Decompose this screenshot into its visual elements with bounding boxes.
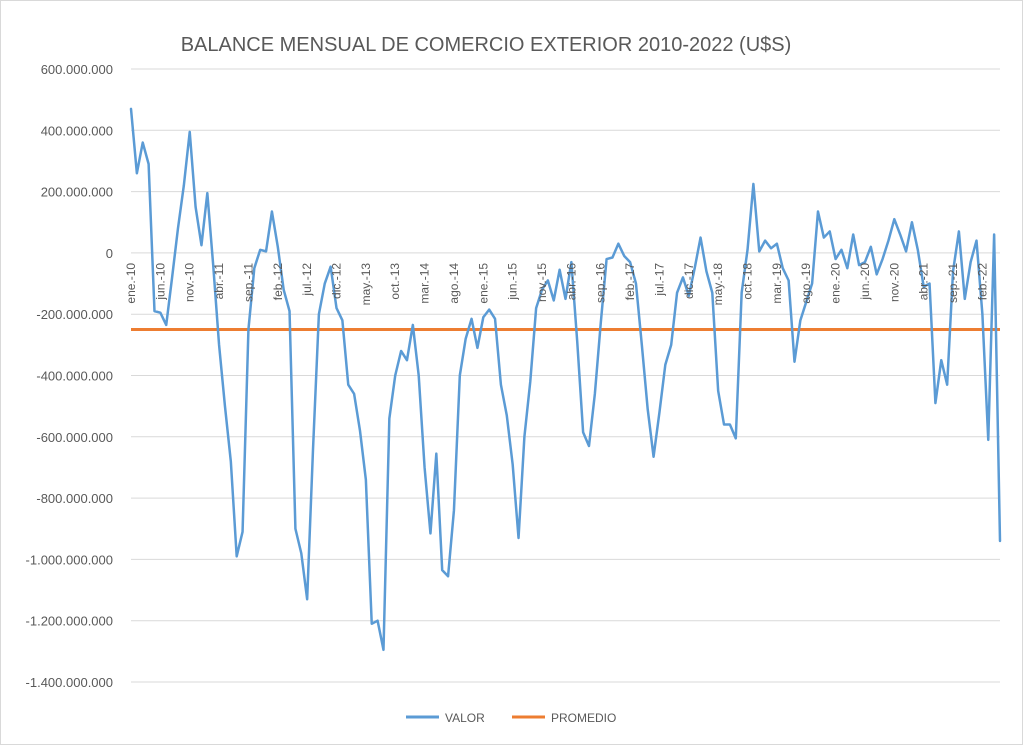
x-tick-label: sep.-16 — [594, 263, 608, 303]
x-tick-label: may.-18 — [711, 263, 725, 306]
x-tick-label: oct.-13 — [388, 263, 402, 300]
x-tick-label: ene.-15 — [476, 263, 490, 304]
x-tick-label: feb.-17 — [623, 263, 637, 301]
series-layer — [129, 107, 1002, 652]
x-axis-ticks: ene.-10 jun.-10 nov.-10 abr.-11 sep.-11 feb.-… — [124, 263, 989, 306]
x-tick-label: oct.-18 — [741, 263, 755, 300]
y-tick-label: -1.200.000.000 — [26, 614, 113, 629]
x-tick-label: sep.-11 — [241, 263, 255, 302]
x-tick-label: abr.-21 — [917, 263, 931, 301]
x-tick-label: dic.-12 — [330, 263, 344, 299]
y-axis-ticks: 600.000.000 400.000.000 200.000.000 0 -200.0… — [26, 62, 113, 690]
x-tick-label: jun.-15 — [506, 263, 520, 301]
x-tick-label: nov.-20 — [887, 263, 901, 302]
x-tick-label: nov.-10 — [183, 263, 197, 302]
x-tick-label: ene.-10 — [124, 263, 138, 304]
y-tick-label: -200.000.000 — [36, 307, 113, 322]
x-tick-label: may.-13 — [359, 263, 373, 306]
x-tick-label: abr.-16 — [564, 263, 578, 301]
y-tick-label: 0 — [106, 246, 113, 261]
y-tick-label: -1.400.000.000 — [26, 675, 113, 690]
x-tick-label: jun.-10 — [153, 263, 167, 301]
x-tick-label: ene.-20 — [829, 263, 843, 304]
y-tick-label: 400.000.000 — [41, 123, 113, 138]
series-line-valor — [129, 107, 1002, 652]
y-tick-label: 200.000.000 — [41, 185, 113, 200]
x-tick-label: jul.-17 — [652, 263, 666, 297]
y-tick-label: 600.000.000 — [41, 62, 113, 77]
gridlines — [131, 68, 1000, 683]
legend-label: VALOR — [445, 711, 485, 725]
y-tick-label: -1.000.000.000 — [26, 552, 113, 567]
y-tick-label: -600.000.000 — [36, 430, 113, 445]
x-tick-label: mar.-14 — [418, 263, 432, 304]
x-tick-label: ago.-14 — [447, 263, 461, 304]
chart-title: BALANCE MENSUAL DE COMERCIO EXTERIOR 201… — [181, 34, 792, 56]
x-tick-label: sep.-21 — [946, 263, 960, 303]
x-tick-label: nov.-15 — [535, 263, 549, 302]
x-tick-label: abr.-11 — [212, 263, 226, 300]
x-tick-label: feb.-12 — [271, 263, 285, 301]
x-tick-label: mar.-19 — [770, 263, 784, 304]
x-tick-label: dic.-17 — [682, 263, 696, 299]
y-tick-label: -400.000.000 — [36, 369, 113, 384]
x-tick-label: jun.-20 — [858, 263, 872, 301]
x-tick-label: ago.-19 — [799, 263, 813, 304]
legend: VALOR PROMEDIO — [406, 711, 616, 725]
x-tick-label: jul.-12 — [300, 263, 314, 297]
x-tick-label: feb.-22 — [975, 263, 989, 301]
legend-label: PROMEDIO — [551, 711, 616, 725]
y-tick-label: -800.000.000 — [36, 491, 113, 506]
